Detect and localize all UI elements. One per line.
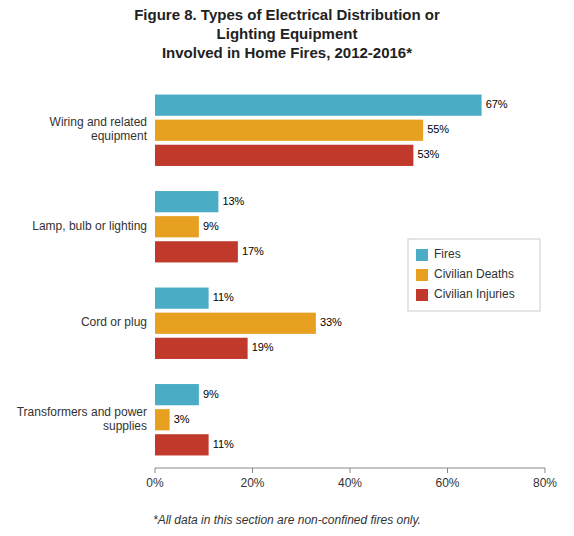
legend-frame — [408, 239, 540, 311]
data-label: 9% — [203, 220, 219, 232]
bar — [155, 95, 482, 116]
x-tick-label: 80% — [533, 476, 557, 490]
bar — [155, 338, 248, 359]
bar — [155, 241, 238, 262]
legend-swatch — [416, 249, 428, 261]
bar — [155, 384, 199, 405]
bar — [155, 191, 218, 212]
x-tick — [155, 468, 156, 473]
bar — [155, 145, 413, 166]
x-tick — [545, 468, 546, 473]
data-label: 3% — [174, 413, 190, 425]
legend-swatch — [416, 289, 428, 301]
bar — [155, 120, 423, 141]
data-label: 9% — [203, 388, 219, 400]
bar — [155, 288, 209, 309]
x-tick — [447, 468, 448, 473]
y-axis: Wiring and relatedequipment Lamp, bulb or… — [17, 115, 148, 433]
legend-label: Civilian Deaths — [434, 267, 514, 281]
legend-label: Civilian Injuries — [434, 287, 515, 301]
legend-label: Fires — [434, 247, 461, 261]
legend: Fires Civilian Deaths Civilian Injuries — [408, 239, 540, 311]
bar — [155, 313, 316, 334]
x-tick-label: 40% — [338, 476, 362, 490]
title: Figure 8. Types of Electrical Distributi… — [134, 6, 440, 61]
bar — [155, 434, 209, 455]
data-label: 33% — [320, 316, 342, 328]
data-label: 11% — [213, 291, 234, 303]
x-tick-label: 20% — [240, 476, 264, 490]
category-label: Cord or plug — [81, 315, 147, 329]
data-label: 13% — [222, 195, 244, 207]
category-label: Lamp, bulb or lighting — [32, 219, 147, 233]
footnote: *All data in this section are non-confin… — [153, 513, 421, 527]
bar — [155, 216, 199, 237]
bar — [155, 409, 170, 430]
x-tick — [252, 468, 253, 473]
category-label: Transformers and powersupplies — [17, 405, 147, 433]
data-label: 55% — [427, 123, 449, 135]
x-tick — [350, 468, 351, 473]
chart: Figure 8. Types of Electrical Distributi… — [0, 0, 574, 536]
data-label: 17% — [242, 245, 264, 257]
category-label: Wiring and relatedequipment — [50, 115, 148, 143]
legend-swatch — [416, 269, 428, 281]
data-label: 19% — [252, 341, 274, 353]
x-tick-label: 60% — [435, 476, 459, 490]
background — [0, 0, 574, 536]
x-axis: 0% 20% 40% 60% 80% — [146, 468, 557, 490]
x-tick-label: 0% — [146, 476, 164, 490]
data-label: 53% — [417, 148, 439, 160]
data-label: 67% — [486, 98, 508, 110]
data-label: 11% — [213, 438, 234, 450]
